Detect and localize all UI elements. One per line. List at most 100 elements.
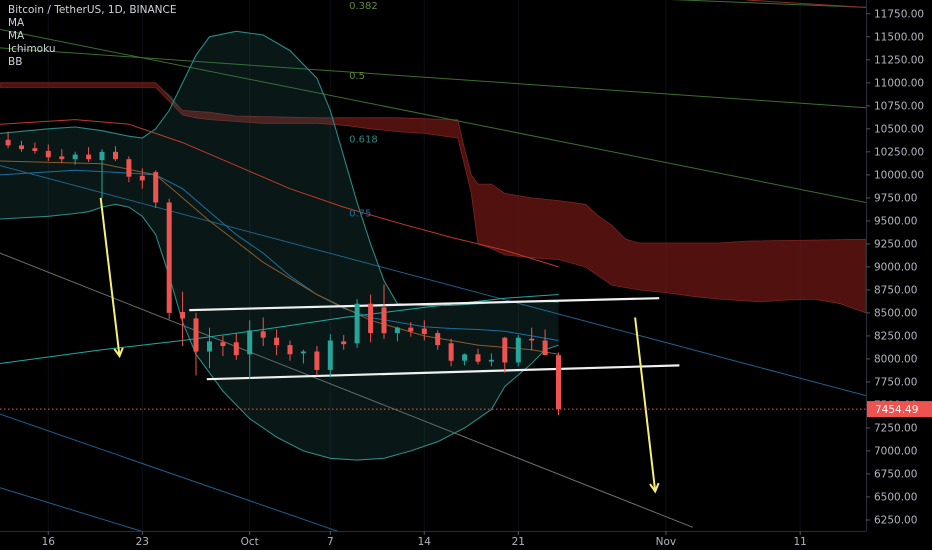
- fib-level-label: 0.75: [349, 208, 371, 219]
- price-tick-label: 8250.00: [874, 330, 917, 342]
- price-tick-label: 6500.00: [874, 491, 917, 503]
- moving-average-fast: [0, 160, 559, 355]
- fib-level-label: 0.5: [349, 71, 365, 82]
- last-price-label: 7454.49: [875, 404, 918, 416]
- candle-body-down: [153, 172, 159, 203]
- price-tick-label: 11500.00: [874, 31, 924, 43]
- candle-body-down: [139, 175, 145, 181]
- down-arrow-left: [99, 197, 121, 357]
- price-tick-label: 8500.00: [874, 307, 917, 319]
- price-axis: 6250.006500.006750.007000.007250.007500.…: [866, 0, 932, 550]
- fib-fan-line-grey: [0, 252, 693, 528]
- indicator-ma-2[interactable]: MA: [8, 30, 25, 42]
- price-tick-label: 11250.00: [874, 54, 924, 66]
- time-tick-label: Nov: [656, 536, 677, 548]
- candle-body-up: [394, 327, 400, 334]
- chart-legend: Bitcoin / TetherUS, 1D, BINANCE MA MA Ic…: [8, 4, 176, 69]
- down-arrow-right-head: [649, 482, 660, 494]
- candle-body-down: [381, 307, 387, 334]
- price-tick-label: 9000.00: [874, 261, 917, 273]
- down-arrow-left-head: [113, 347, 124, 359]
- price-tick-label: 7250.00: [874, 422, 917, 434]
- candle-body-down: [368, 303, 374, 334]
- last-price-tag: [867, 401, 932, 418]
- candle-body-down: [421, 328, 427, 334]
- time-axis: 16 23 Oct 7 14 21 Nov 11: [0, 531, 932, 550]
- candle-body-up: [327, 340, 333, 370]
- price-tick-label: 7000.00: [874, 445, 917, 457]
- time-tick-label: Oct: [241, 536, 259, 548]
- candle-body-down: [166, 202, 172, 313]
- price-tick-label: 11000.00: [874, 77, 924, 89]
- fib-fan-line-blue: [0, 165, 866, 397]
- indicator-bb[interactable]: BB: [8, 56, 23, 68]
- fib-fan-line-blue: [0, 487, 143, 531]
- symbol-title[interactable]: Bitcoin / TetherUS, 1D, BINANCE: [8, 4, 177, 16]
- fib-fan-line-blue: [0, 413, 339, 531]
- candle-body-down: [45, 150, 51, 158]
- candle-body-down: [408, 327, 414, 332]
- bollinger-band-fill: [0, 31, 559, 461]
- price-tick-label: 10750.00: [874, 100, 924, 112]
- price-tick-label: 6750.00: [874, 468, 917, 480]
- time-tick-label: 11: [794, 536, 807, 548]
- candle-body-down: [193, 318, 199, 352]
- price-tick-label: 8750.00: [874, 284, 917, 296]
- indicator-ma-1[interactable]: MA: [8, 17, 25, 29]
- price-tick-label: 8000.00: [874, 353, 917, 365]
- candle-body-down: [113, 151, 118, 160]
- price-tick-label: 9250.00: [874, 238, 917, 250]
- candle-body-down: [220, 342, 226, 346]
- candle-body-down: [542, 340, 548, 356]
- candle-body-down: [435, 333, 441, 346]
- ichimoku-cloud-bearish: [0, 82, 866, 314]
- price-tick-label: 7750.00: [874, 376, 917, 388]
- candle-body-down: [86, 154, 92, 160]
- candle-body-down: [502, 337, 508, 363]
- channel-lower-line: [206, 364, 680, 381]
- bollinger-band-lower: [0, 203, 559, 461]
- fib-fan-line: [670, 0, 866, 8]
- price-tick-label: 11750.00: [874, 8, 924, 20]
- price-tick-label: 10000.00: [874, 169, 924, 181]
- fib-level-label: 0.382: [349, 1, 378, 12]
- time-tick-label: 16: [42, 536, 56, 548]
- candle-body-down: [529, 338, 535, 341]
- candle-body-down: [475, 354, 481, 362]
- candle-body-down: [556, 355, 561, 410]
- candle-body-down: [19, 145, 24, 150]
- fib-fan-line-red: [746, 0, 866, 8]
- candle-body-down: [59, 156, 65, 160]
- price-tick-label: 10250.00: [874, 146, 924, 158]
- candle-body-up: [354, 303, 360, 344]
- candle-body-down: [260, 331, 266, 338]
- time-tick-label: 14: [418, 536, 432, 548]
- candle-body-down: [126, 159, 132, 177]
- ichimoku-base-line: [0, 294, 559, 364]
- candle-body-down: [180, 312, 186, 319]
- price-axis-background: [866, 0, 932, 550]
- price-tick-label: 10500.00: [874, 123, 924, 135]
- candle-body-down: [32, 148, 38, 151]
- time-tick-label: 7: [327, 536, 334, 548]
- ichimoku-cloud-bullish: [155, 82, 180, 109]
- candle-body-up: [462, 354, 468, 361]
- candle-body-down: [5, 139, 11, 146]
- fib-level-label: 0.618: [349, 135, 378, 146]
- time-tick-label: 23: [136, 536, 149, 548]
- candle-body-down: [233, 342, 239, 356]
- candle-body-down: [274, 337, 280, 346]
- candle-body-up: [72, 154, 78, 160]
- candle-body-up: [515, 337, 521, 363]
- price-tick-label: 6250.00: [874, 515, 917, 527]
- indicator-ichimoku[interactable]: Ichimoku: [8, 43, 56, 55]
- fib-fan-line: [0, 28, 866, 203]
- candle-body-up: [300, 351, 306, 354]
- candle-body-up: [488, 359, 494, 362]
- price-tick-label: 9750.00: [874, 192, 917, 204]
- candle-body-up: [99, 151, 105, 161]
- candle-body-down: [287, 345, 293, 355]
- moving-average-slow: [0, 119, 559, 268]
- candle-body-up: [247, 330, 253, 355]
